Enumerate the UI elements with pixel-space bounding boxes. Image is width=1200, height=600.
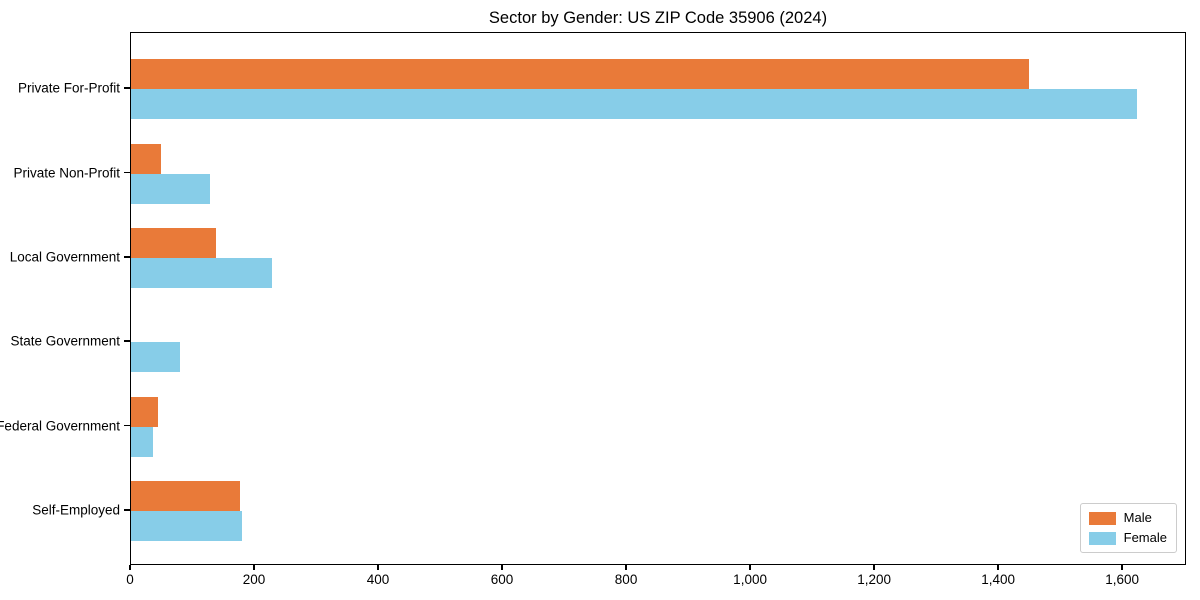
x-tick-mark: [873, 565, 875, 570]
y-tick-label: Private For-Profit: [17, 80, 120, 96]
legend-swatch-male-icon: [1088, 511, 1116, 525]
legend-label-female: Female: [1123, 530, 1167, 545]
y-tick-mark: [124, 87, 130, 89]
y-tick-mark: [124, 340, 130, 342]
x-tick-mark: [253, 565, 255, 570]
bar-female-1: [131, 89, 1137, 120]
y-tick-label: State Government: [10, 333, 120, 349]
x-tick-label: 800: [614, 572, 638, 587]
x-tick-mark: [501, 565, 503, 570]
x-tick-mark: [377, 565, 379, 570]
legend: Male Female: [1079, 503, 1177, 553]
y-tick-label: Federal Government: [0, 418, 120, 433]
x-tick-label: 1,400: [981, 572, 1016, 587]
x-tick-label: 1,200: [857, 572, 891, 587]
x-tick-mark: [129, 565, 131, 570]
y-tick-label: Self-Employed: [32, 502, 120, 518]
bar-male-3: [131, 227, 216, 258]
x-tick-label: 200: [242, 572, 266, 587]
y-tick-mark: [124, 171, 130, 174]
x-tick-mark: [1121, 565, 1123, 570]
bar-female-3: [131, 257, 272, 288]
x-tick-mark: [625, 565, 627, 570]
legend-entry-female: Female: [1088, 530, 1167, 545]
y-tick-label: Local Government: [9, 249, 120, 265]
y-axis-labels: Private For-Profit Private Non-Profit Loca…: [0, 32, 120, 565]
bar-male-6: [131, 480, 241, 511]
legend-entry-male: Male: [1088, 510, 1167, 525]
bar-female-6: [131, 510, 242, 541]
x-tick-label: 400: [366, 572, 390, 587]
bar-male-5: [131, 396, 159, 427]
legend-swatch-female-icon: [1088, 531, 1116, 545]
bar-male-1: [131, 59, 1029, 90]
y-tick-mark: [124, 424, 130, 427]
bar-female-5: [131, 426, 153, 457]
x-tick-label: 600: [490, 572, 514, 587]
plot-area: Male Female: [130, 32, 1186, 565]
y-tick-label: Private Non-Profit: [13, 165, 120, 180]
y-tick-mark: [124, 509, 130, 511]
chart-title: Sector by Gender: US ZIP Code 35906 (202…: [488, 9, 828, 27]
y-tick-mark: [124, 256, 130, 258]
x-tick-mark: [749, 565, 751, 570]
legend-label-male: Male: [1123, 510, 1152, 525]
x-tick-label: 1,000: [733, 572, 767, 587]
bar-female-2: [131, 173, 210, 204]
bar-male-2: [131, 143, 161, 174]
x-tick-label: 0: [126, 572, 134, 587]
x-tick-label: 1,600: [1105, 572, 1140, 587]
bar-female-4: [131, 342, 180, 373]
x-tick-mark: [997, 565, 999, 570]
